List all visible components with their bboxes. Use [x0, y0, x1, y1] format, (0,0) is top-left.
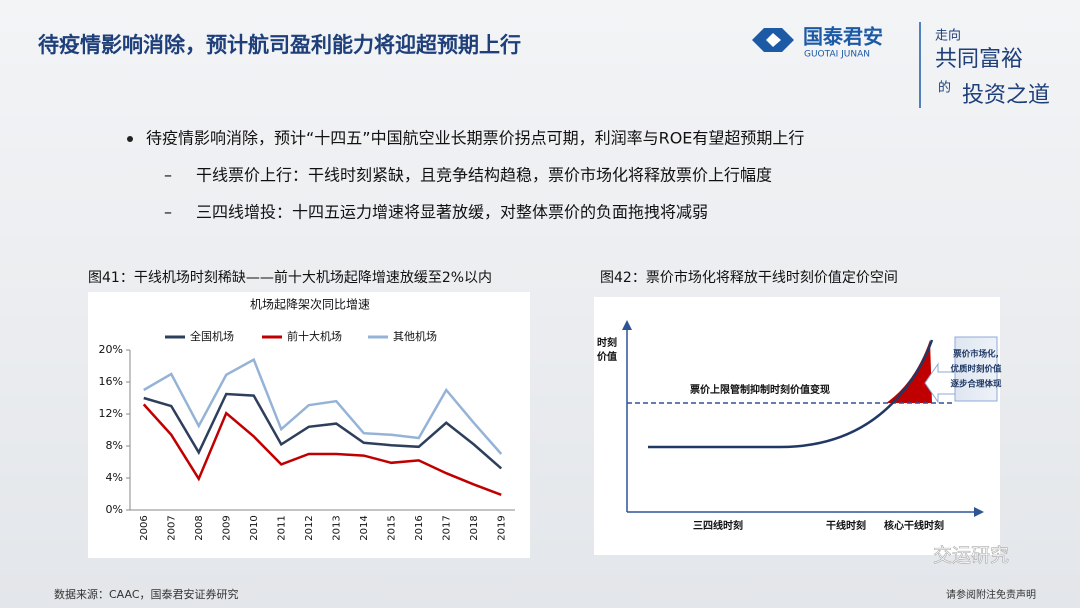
y-tick-label: 4%: [106, 471, 123, 484]
x-tick-label: 2018: [469, 515, 480, 540]
slogan: 投资之道: [962, 83, 1050, 108]
arrow: [622, 320, 632, 330]
line-chart: 0% 4% 8% 12% 16% 20% 2006 2007 2008 2009 2010 2011 2…: [99, 329, 515, 541]
x-tick-label: 2007: [166, 515, 177, 540]
x-tick-label: 2016: [414, 515, 425, 540]
y-tick-label: 0%: [106, 503, 123, 516]
sub-bullet: 干线票价上行：干线时刻紧缺，且竞争结构趋稳，票价市场化将释放票价上行幅度: [196, 166, 772, 185]
figure-caption: 图41：干线机场时刻稀缺——前十大机场起降增速放缓至2%以内: [88, 269, 492, 286]
slogan: 共同富裕: [935, 47, 1023, 72]
x-tick-label: 2013: [331, 515, 342, 540]
x-tick-label: 2017: [441, 515, 452, 540]
red-area: [886, 340, 932, 403]
y-tick-label: 8%: [106, 439, 123, 452]
bullet: 待疫情影响消除，预计“十四五”中国航空业长期票价拐点可期，利润率与ROE有望超预…: [146, 129, 804, 148]
y-tick-label: 12%: [99, 407, 123, 420]
slogan: 的: [938, 80, 951, 96]
chart-title: 机场起降架次同比增速: [250, 298, 370, 312]
legend-label: 其他机场: [393, 329, 437, 343]
dash: –: [164, 203, 172, 222]
callout-text: 优质时刻价值: [950, 364, 1002, 375]
x-tick-label: 2010: [249, 515, 260, 540]
watermark: 交运研究: [933, 545, 1009, 567]
logo-cn: 国泰君安: [803, 25, 883, 49]
slogan: 走向: [935, 28, 961, 44]
x-tick-label: 2011: [276, 515, 287, 540]
diagram: 票价市场化, 优质时刻价值 逐步合理体现 时刻 价值 票价上限管制抑制时刻价值变…: [597, 320, 1002, 532]
dash: –: [164, 166, 172, 185]
slide-title: 待疫情影响消除，预计航司盈利能力将迎超预期上行: [38, 33, 521, 57]
legend-label: 全国机场: [190, 329, 234, 343]
x-label: 核心干线时刻: [884, 519, 944, 532]
y-label: 价值: [597, 350, 617, 363]
figure-caption: 图42：票价市场化将释放干线时刻价值定价空间: [600, 269, 898, 286]
y-label: 时刻: [597, 336, 617, 349]
disclaimer: 请参阅附注免责声明: [946, 588, 1036, 601]
dashed-label: 票价上限管制抑制时刻价值变现: [690, 383, 830, 396]
x-label: 三四线时刻: [693, 519, 743, 532]
logo-mark-inner: [766, 33, 781, 47]
callout-box: [954, 336, 998, 402]
logo-en: GUOTAI JUNAN: [804, 50, 870, 60]
series-line: [143, 357, 503, 455]
x-tick-label: 2008: [194, 515, 205, 540]
source: 数据来源：CAAC，国泰君安证券研究: [54, 587, 239, 601]
y-tick-label: 20%: [99, 343, 123, 356]
x-tick-label: 2014: [359, 515, 370, 540]
x-tick-label: 2015: [386, 515, 397, 540]
series-line: [142, 403, 502, 496]
x-tick-label: 2006: [139, 515, 150, 540]
diagram-panel: [594, 297, 1000, 555]
curve: [648, 339, 934, 449]
arrow: [974, 507, 984, 517]
x-tick-label: 2019: [496, 515, 507, 540]
x-label: 干线时刻: [826, 519, 866, 532]
y-tick-label: 16%: [99, 375, 123, 388]
box-arrow: [924, 362, 956, 404]
callout-text: 逐步合理体现: [950, 379, 1002, 390]
x-tick-label: 2012: [304, 515, 315, 540]
legend-label: 前十大机场: [287, 329, 342, 343]
bullet-dot: [127, 136, 133, 142]
x-tick-label: 2009: [221, 515, 232, 540]
sub-bullet: 三四线增投：十四五运力增速将显著放缓，对整体票价的负面拖拽将减弱: [196, 203, 708, 222]
series-line: [143, 392, 503, 470]
callout-text: 票价市场化,: [952, 349, 999, 360]
